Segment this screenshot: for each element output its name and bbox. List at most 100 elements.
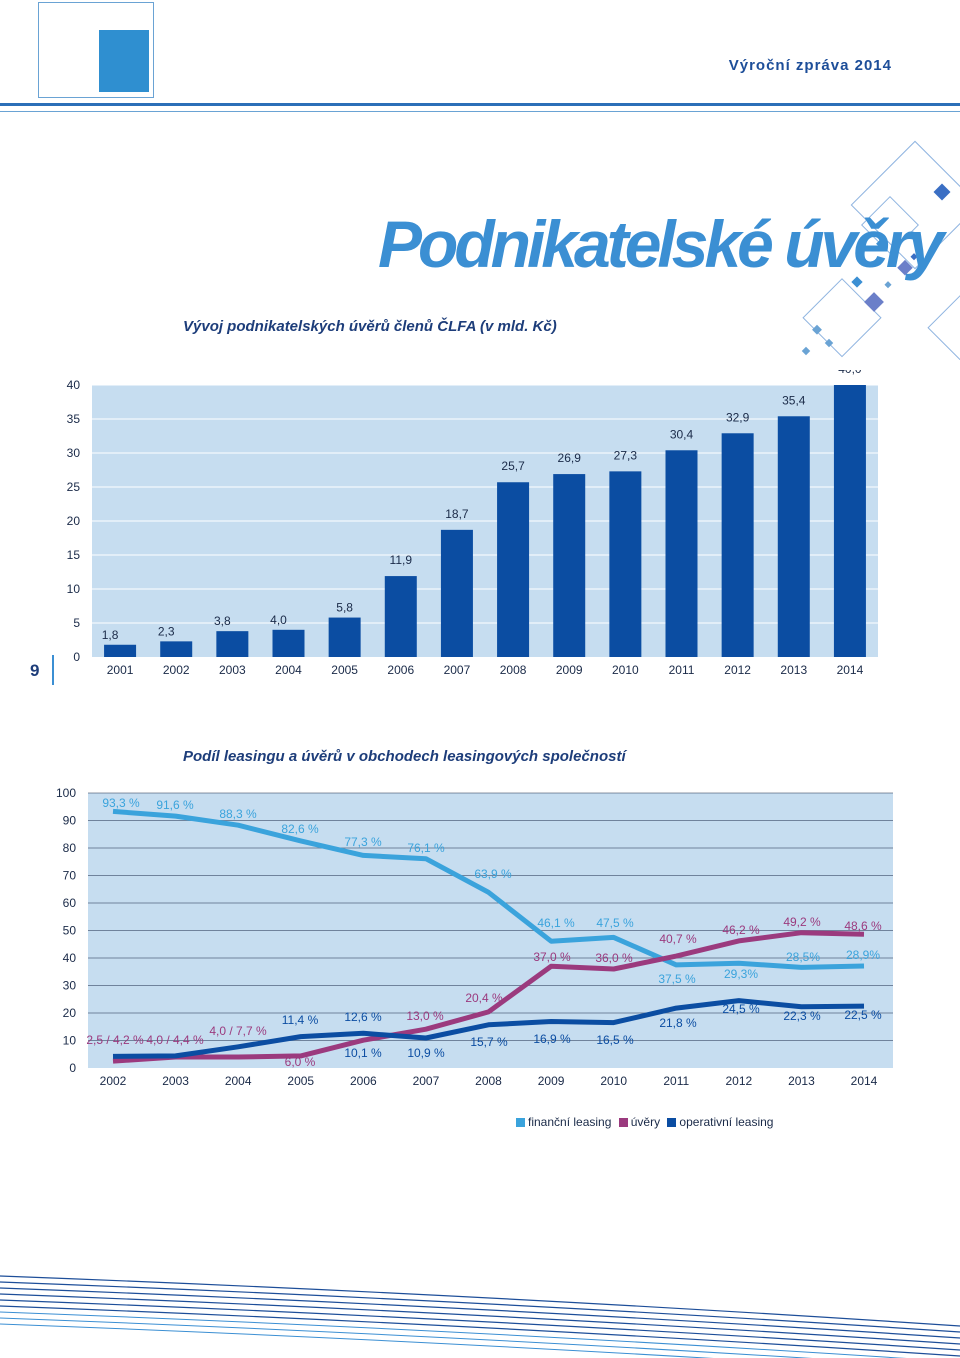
bar-2006 — [384, 576, 417, 657]
line-data-label: 22,3 % — [783, 1009, 821, 1023]
line-y-tick-label: 30 — [63, 979, 77, 993]
line-data-label: 77,3 % — [344, 835, 382, 849]
line-y-tick-label: 90 — [63, 814, 77, 828]
line-chart-title: Podíl leasingu a úvěrů v obchodech leasi… — [183, 748, 626, 765]
line-data-label: 91,6 % — [156, 798, 194, 812]
uvery-line — [112, 930, 865, 1064]
line-data-label: 22,5 % — [844, 1008, 882, 1022]
line-data-label: 28,9% — [846, 948, 880, 962]
line-x-tick-label: 2009 — [538, 1074, 565, 1088]
line-data-label: 13,0 % — [406, 1009, 444, 1023]
line-data-label: 47,5 % — [596, 916, 634, 930]
page-number-rule — [52, 655, 54, 685]
bar-2003 — [216, 631, 249, 657]
line-x-tick-label: 2006 — [350, 1074, 377, 1088]
section-title: Podnikatelské úvěry — [378, 207, 944, 281]
bar-y-tick-label: 20 — [67, 514, 81, 528]
line-data-label: 46,2 % — [722, 923, 760, 937]
bar-x-tick-label: 2013 — [780, 663, 807, 677]
bar-y-tick-label: 25 — [67, 480, 81, 494]
header-corner-frame — [38, 2, 154, 98]
line-data-label: 37,0 % — [533, 950, 571, 964]
legend-swatch-operativni — [667, 1118, 677, 1128]
line-data-label: 12,6 % — [344, 1010, 382, 1024]
line-x-tick-label: 2010 — [600, 1074, 627, 1088]
legend-item-uvery: úvěry — [618, 1115, 661, 1129]
line-data-label: 4,0 / 7,7 % — [209, 1024, 267, 1038]
bar-x-tick-label: 2009 — [556, 663, 583, 677]
line-data-label: 16,5 % — [596, 1033, 634, 1047]
line-data-label: 49,2 % — [783, 915, 821, 929]
bar-x-tick-label: 2011 — [669, 663, 695, 677]
bar-2010 — [609, 471, 642, 657]
bar-value-label: 27,3 — [614, 448, 638, 462]
line-data-label: 37,5 % — [658, 972, 696, 986]
bar-x-tick-label: 2006 — [387, 663, 414, 677]
bar-x-tick-label: 2007 — [444, 663, 471, 677]
bar-2004 — [272, 629, 305, 657]
bar-x-tick-label: 2012 — [724, 663, 751, 677]
decorative-diamonds — [801, 140, 960, 360]
bar-2012 — [721, 433, 754, 657]
line-x-tick-label: 2011 — [663, 1074, 689, 1088]
line-data-label: 21,8 % — [659, 1016, 697, 1030]
line-y-tick-label: 70 — [63, 869, 77, 883]
line-data-label: 24,5 % — [722, 1002, 760, 1016]
bar-y-tick-label: 0 — [73, 650, 80, 664]
legend-label-financni: finanční leasing — [528, 1115, 612, 1129]
bar-y-tick-label: 15 — [67, 548, 81, 562]
bar-2008 — [497, 482, 530, 657]
line-data-label: 4,0 / 4,4 % — [146, 1033, 204, 1047]
bar-value-label: 32,9 — [726, 410, 750, 424]
bar-y-tick-label: 35 — [67, 412, 81, 426]
line-x-tick-label: 2012 — [725, 1074, 752, 1088]
line-data-label: 29,3% — [724, 967, 758, 981]
bar-y-tick-label: 5 — [73, 616, 80, 630]
line-y-tick-label: 80 — [63, 841, 77, 855]
line-x-tick-label: 2004 — [225, 1074, 252, 1088]
line-y-tick-label: 100 — [56, 786, 76, 800]
bar-value-label: 26,9 — [558, 451, 582, 465]
line-data-label: 15,7 % — [470, 1035, 508, 1049]
line-x-tick-label: 2003 — [162, 1074, 189, 1088]
bar-value-label: 30,4 — [670, 427, 694, 441]
bar-y-tick-label: 30 — [67, 446, 81, 460]
bar-value-label: 35,4 — [782, 393, 806, 407]
bar-x-tick-label: 2008 — [500, 663, 527, 677]
bar-y-tick-label: 40 — [67, 378, 81, 392]
bar-2005 — [328, 617, 361, 657]
line-data-label: 36,0 % — [595, 951, 633, 965]
line-data-label: 40,7 % — [659, 932, 697, 946]
operativni-leasing-line — [112, 998, 865, 1059]
line-data-label: 20,4 % — [465, 991, 503, 1005]
line-chart-legend: finanční leasing úvěry operativní leasin… — [516, 1115, 777, 1129]
bar-y-tick-label: 10 — [67, 582, 81, 596]
page-number: 9 — [30, 661, 40, 680]
header-divider-thin — [0, 111, 960, 112]
financni-leasing-line — [112, 808, 865, 970]
report-title: Výroční zpráva 2014 — [728, 57, 892, 74]
line-data-label: 88,3 % — [219, 807, 257, 821]
bar-chart-title: Vývoj podnikatelských úvěrů členů ČLFA (… — [183, 318, 557, 335]
legend-label-uvery: úvěry — [630, 1115, 661, 1129]
line-data-label: 48,6 % — [844, 919, 882, 933]
bar-value-label: 1,8 — [102, 628, 119, 642]
line-data-label: 6,0 % — [285, 1055, 316, 1069]
legend-item-financni: finanční leasing — [516, 1115, 611, 1129]
line-data-label: 10,1 % — [344, 1046, 382, 1060]
line-y-tick-label: 20 — [63, 1006, 77, 1020]
bar-value-label: 25,7 — [501, 459, 525, 473]
bar-value-label: 4,0 — [270, 613, 287, 627]
bar-2007 — [440, 529, 473, 657]
line-data-label: 82,6 % — [281, 822, 319, 836]
legend-item-operativni: operativní leasing — [667, 1115, 773, 1129]
footer-decoration — [0, 1275, 960, 1358]
legend-swatch-financni — [516, 1118, 525, 1128]
line-data-label: 16,9 % — [533, 1032, 571, 1046]
line-data-label: 76,1 % — [407, 841, 445, 855]
bar-value-label: 3,8 — [214, 614, 231, 628]
line-x-tick-label: 2005 — [287, 1074, 314, 1088]
bar-2001 — [104, 644, 137, 657]
line-data-label: 2,5 / 4,2 % — [86, 1033, 144, 1047]
bar-2002 — [160, 641, 193, 657]
